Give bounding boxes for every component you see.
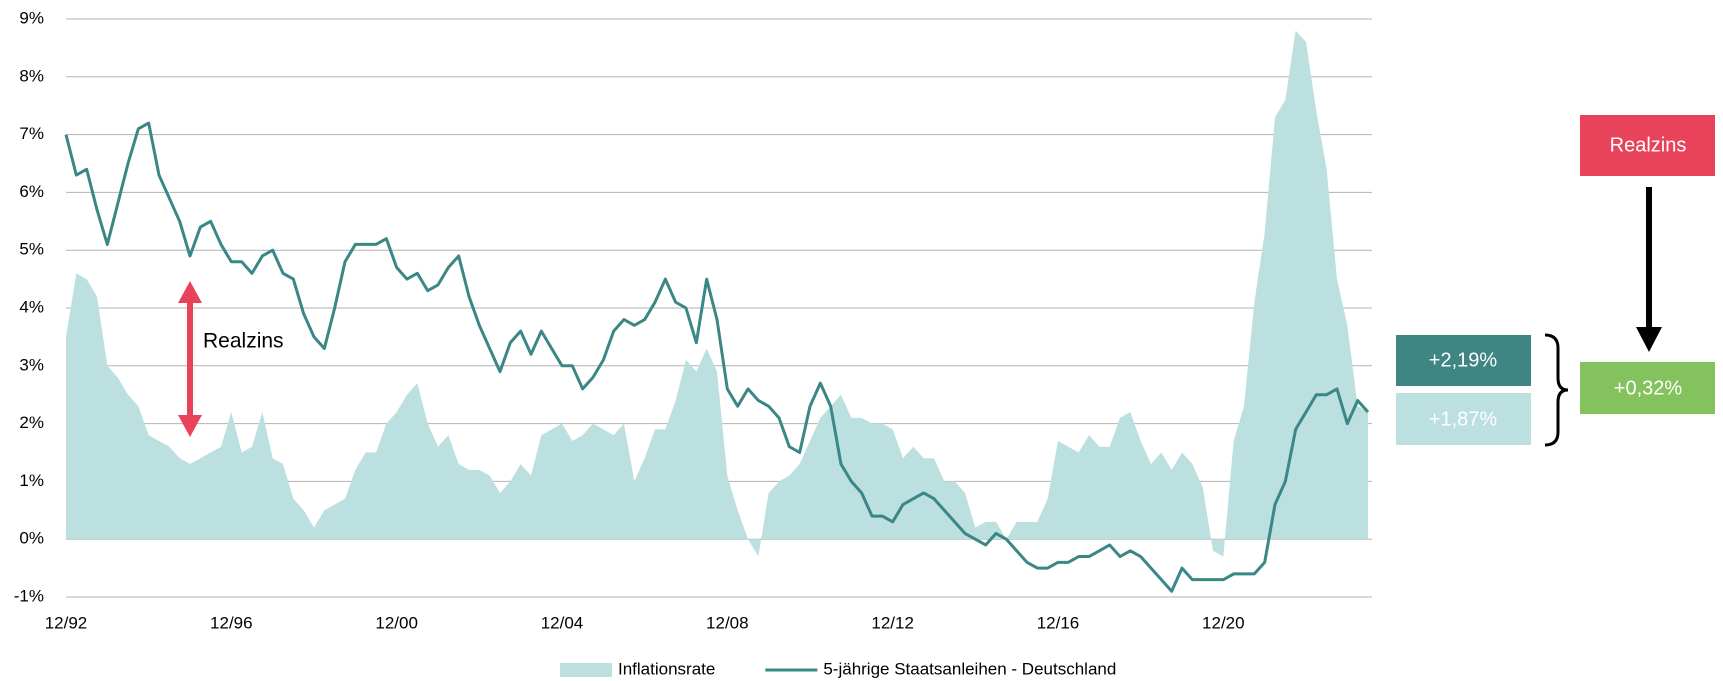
legend-swatch bbox=[560, 663, 612, 677]
line bbox=[64, 121, 1370, 593]
y-tick-label: 7% bbox=[19, 124, 44, 143]
y-tick-label: 2% bbox=[19, 413, 44, 432]
x-tick-label: 12/20 bbox=[1202, 613, 1245, 632]
legend: Inflationsrate 5-jährige Staatsanleihen -… bbox=[560, 659, 1116, 678]
arrow-head bbox=[1636, 327, 1662, 352]
y-tick-label: 1% bbox=[19, 471, 44, 490]
annotation: Realzins bbox=[203, 330, 284, 353]
y-tick-label: 4% bbox=[19, 297, 44, 316]
y-tick-label: 6% bbox=[19, 182, 44, 201]
annotation: +2,19% bbox=[1429, 349, 1498, 371]
arrow-head bbox=[178, 415, 202, 437]
brace bbox=[1544, 333, 1569, 447]
y-tick-label: 0% bbox=[19, 529, 44, 548]
x-tick-label: 12/16 bbox=[1037, 613, 1080, 632]
x-tick-label: 12/00 bbox=[375, 613, 418, 632]
annotation: +1,87% bbox=[1429, 408, 1498, 430]
y-tick-label: 8% bbox=[19, 66, 44, 85]
area bbox=[66, 30, 1368, 557]
y-tick-label: -1% bbox=[14, 586, 44, 605]
annotation: +0,32% bbox=[1614, 377, 1683, 399]
x-tick-label: 12/04 bbox=[541, 613, 584, 632]
y-tick-label: 9% bbox=[19, 8, 44, 27]
realzins-result-box bbox=[1580, 362, 1715, 414]
x-tick-label: 12/96 bbox=[210, 613, 253, 632]
x-tick-label: 12/12 bbox=[871, 613, 914, 632]
realzins-arrow bbox=[178, 281, 202, 437]
y-tick-label: 3% bbox=[19, 355, 44, 374]
arrow-head bbox=[178, 281, 202, 303]
plot-area: -1% 0% 1% 2% 3% 4% 5% 6% 7% 8% 9% 12/92 12/96 12/00 12… bbox=[14, 8, 1372, 632]
inflation-box bbox=[1396, 393, 1531, 445]
x-tick-label: 12/92 bbox=[45, 613, 88, 632]
annotation: Realzins bbox=[1610, 134, 1687, 156]
x-tick-label: 12/08 bbox=[706, 613, 749, 632]
bond-box bbox=[1396, 335, 1531, 386]
y-tick-label: 5% bbox=[19, 240, 44, 259]
legend-label: Inflationsrate bbox=[618, 659, 715, 678]
realzins-box bbox=[1580, 115, 1715, 176]
legend-label: 5-jährige Staatsanleihen - Deutschland bbox=[823, 659, 1116, 678]
